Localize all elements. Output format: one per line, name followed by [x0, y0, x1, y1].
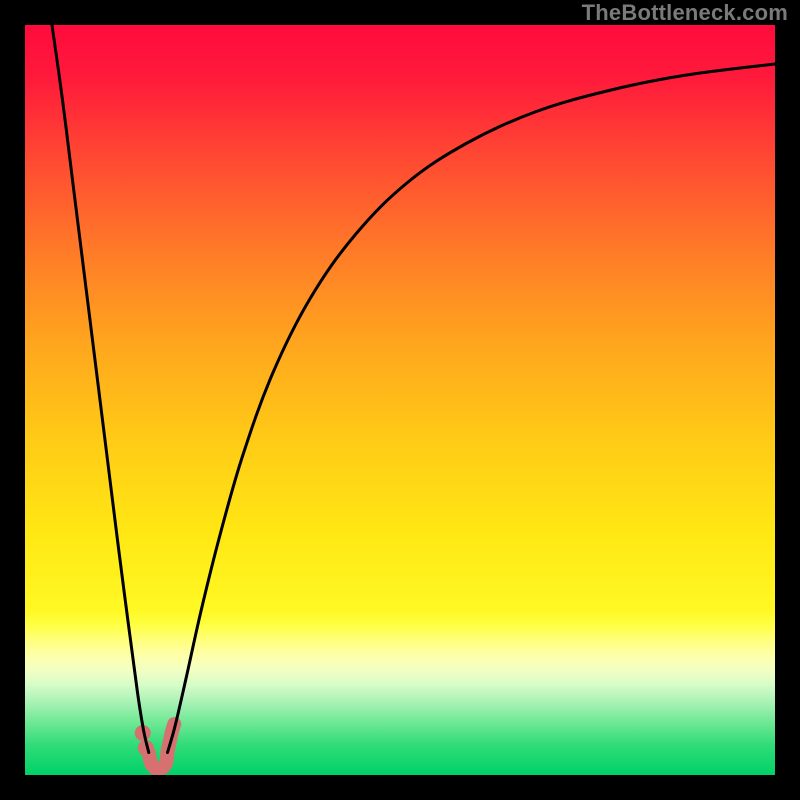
watermark-text: TheBottleneck.com	[582, 0, 788, 26]
bottleneck-chart	[0, 0, 800, 800]
chart-container: TheBottleneck.com	[0, 0, 800, 800]
